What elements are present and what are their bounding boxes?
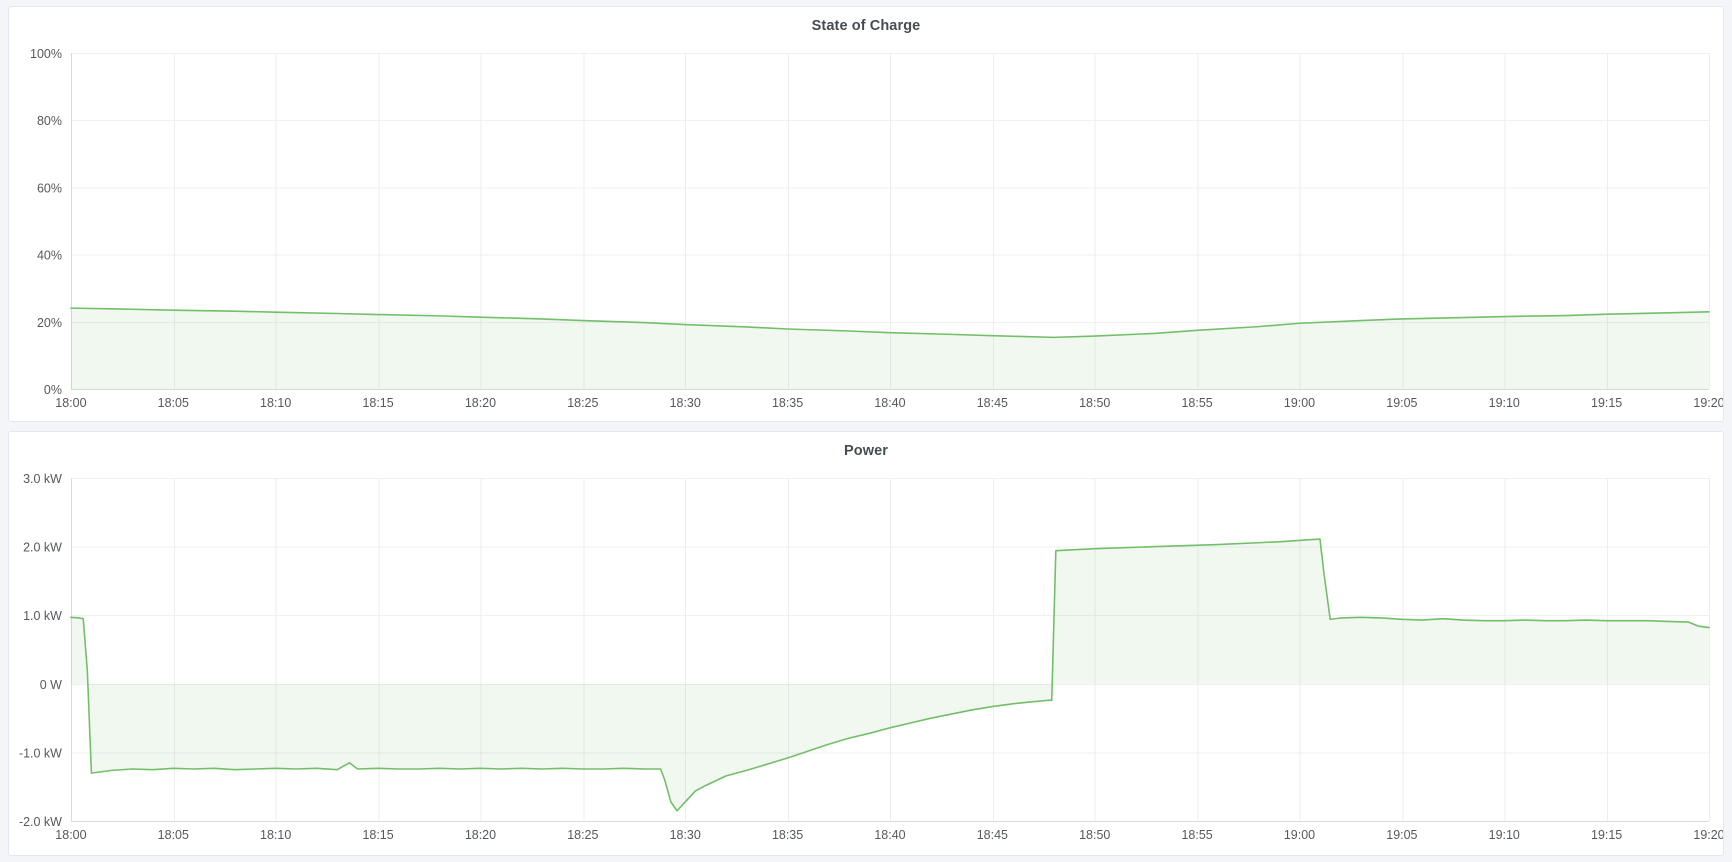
x-axis-tick-label: 19:10	[1489, 396, 1520, 410]
y-axis-tick-label: 0%	[44, 383, 62, 397]
x-axis-tick-label: 18:55	[1181, 828, 1212, 842]
panel-title-state-of-charge: State of Charge	[811, 18, 921, 34]
x-axis-tick-label: 18:05	[158, 828, 189, 842]
x-axis-tick-label: 18:35	[772, 396, 803, 410]
series-area-fill	[70, 539, 1710, 811]
x-axis-tick-label: 18:35	[772, 828, 803, 842]
x-axis-tick-label: 18:20	[465, 828, 496, 842]
x-axis-tick-label: 19:20	[1693, 396, 1723, 410]
panel-state-of-charge[interactable]: State of Charge 0% 20% 40% 60% 80% 100% 18:00 1…	[8, 6, 1724, 422]
x-axis-tick-label: 18:40	[874, 396, 905, 410]
x-axis-tick-label: 18:15	[362, 396, 393, 410]
x-axis-tick-label: 18:30	[670, 396, 701, 410]
x-axis-tick-label: 18:40	[874, 828, 905, 842]
x-axis-tick-label: 18:50	[1079, 828, 1110, 842]
y-axis-tick-label: -2.0 kW	[19, 815, 62, 829]
x-axis-tick-label: 18:45	[977, 828, 1008, 842]
y-axis-tick-label: 0 W	[40, 678, 62, 692]
y-axis-tick-label: -1.0 kW	[19, 747, 62, 761]
x-axis-tick-label: 19:05	[1386, 396, 1417, 410]
y-axis-tick-label: 20%	[37, 316, 62, 330]
y-axis-tick-label: 2.0 kW	[23, 541, 62, 555]
x-axis-tick-label: 18:50	[1079, 396, 1110, 410]
x-axis-tick-label: 19:05	[1386, 828, 1417, 842]
series-line	[70, 307, 1710, 339]
panel-title-power: Power	[843, 443, 888, 459]
chart-state-of-charge[interactable]: 0% 20% 40% 60% 80% 100% 18:00 18:05 18:10 18:15 18…	[9, 41, 1723, 421]
x-axis-tick-label: 19:20	[1693, 828, 1723, 842]
x-axis-tick-label: 18:00	[55, 396, 86, 410]
y-axis-tick-label: 40%	[37, 249, 62, 263]
x-axis-tick-label: 18:55	[1181, 396, 1212, 410]
x-axis-tick-label: 19:00	[1284, 396, 1315, 410]
panel-power[interactable]: Power -2.0 kW -1.0 kW 0 W 1.0 kW 2.0 kW 3.0 k…	[8, 431, 1724, 856]
series-line	[70, 538, 1710, 812]
y-axis-tick-label: 1.0 kW	[23, 609, 62, 623]
series-area-fill	[70, 308, 1710, 390]
x-axis-tick-label: 18:45	[977, 396, 1008, 410]
x-axis-tick-label: 18:05	[158, 396, 189, 410]
x-axis-tick-label: 19:00	[1284, 828, 1315, 842]
x-axis-tick-label: 19:10	[1489, 828, 1520, 842]
chart-power[interactable]: -2.0 kW -1.0 kW 0 W 1.0 kW 2.0 kW 3.0 kW 18:00…	[9, 466, 1723, 855]
x-axis-tick-label: 18:00	[55, 828, 86, 842]
y-axis-tick-label: 80%	[37, 114, 62, 128]
plot-area-state-of-charge[interactable]: 0% 20% 40% 60% 80% 100% 18:00 18:05 18:10 18:15 18…	[9, 41, 1723, 421]
x-axis-tick-label: 19:15	[1591, 396, 1622, 410]
x-axis-tick-label: 18:25	[567, 828, 598, 842]
x-axis-tick-label: 18:25	[567, 396, 598, 410]
y-axis-tick-label: 100%	[30, 47, 62, 61]
x-axis-tick-label: 18:20	[465, 396, 496, 410]
x-axis-tick-label: 18:10	[260, 396, 291, 410]
x-axis-tick-label: 18:10	[260, 828, 291, 842]
x-axis-tick-label: 18:30	[670, 828, 701, 842]
y-axis-tick-label: 3.0 kW	[23, 472, 62, 486]
y-axis-tick-label: 60%	[37, 181, 62, 195]
plot-area-power[interactable]: -2.0 kW -1.0 kW 0 W 1.0 kW 2.0 kW 3.0 kW 18:00…	[9, 466, 1723, 855]
x-axis-tick-label: 19:15	[1591, 828, 1622, 842]
x-axis-tick-label: 18:15	[362, 828, 393, 842]
